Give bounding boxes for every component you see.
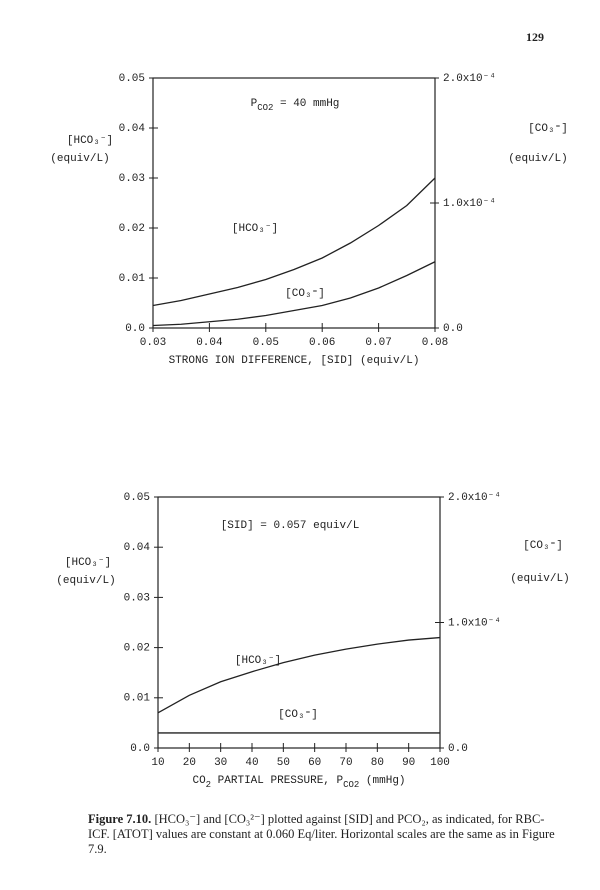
x-tick-label: 20 [183,757,196,769]
caption: Figure 7.10. [HCO₃⁻] and [CO₃²⁻] plotted… [88,812,558,857]
x-tick-label: 0.07 [365,337,391,349]
x-tick-label: 70 [339,757,352,769]
y-tick-label: 0.03 [119,173,145,185]
figure: 129 0.00.010.020.030.040.050.01.0x10⁻⁴2.… [50,30,569,791]
annotation: PCO2 = 40 mmHg [251,98,340,113]
y2-axis-label: [CO₃⁼] [523,540,563,552]
annotation-part: = 40 mmHg [273,98,339,110]
y2-tick-label: 2.0x10⁻⁴ [448,492,501,504]
x-axis-label-part: STRONG ION DIFFERENCE, [SID] (equiv/L) [169,355,420,367]
y-axis-label: [HCO₃⁻] [65,557,111,569]
x-axis-label-part: CO [192,775,206,787]
x-axis-label: STRONG ION DIFFERENCE, [SID] (equiv/L) [169,355,420,367]
y-tick-label: 0.04 [119,123,146,135]
y-axis-label: (equiv/L) [56,575,115,587]
annotation-part: CO2 [257,103,273,113]
page-number: 129 [526,30,544,44]
y-tick-label: 0.03 [124,592,150,604]
y-tick-label: 0.05 [119,73,145,85]
x-tick-label: 30 [214,757,227,769]
y2-axis-label: (equiv/L) [510,573,569,585]
y-axis-label: [HCO₃⁻] [67,135,113,147]
x-tick-label: 10 [151,757,164,769]
x-tick-label: 90 [402,757,415,769]
curve-label: [CO₃⁼] [285,288,325,300]
y-tick-label: 0.01 [124,693,151,705]
x-tick-label: 100 [430,757,450,769]
x-tick-label: 0.06 [309,337,335,349]
annotation: [SID] = 0.057 equiv/L [221,520,360,532]
caption-label: Figure 7.10. [88,812,152,826]
x-tick-label: 0.05 [253,337,279,349]
caption-text: [HCO₃⁻] and [CO₃²⁻] plotted against [SID… [88,812,555,856]
y2-axis-label: [CO₃⁼] [528,123,568,135]
annotation-part: [SID] = 0.057 equiv/L [221,520,360,532]
x-tick-label: 40 [245,757,258,769]
x-tick-label: 0.03 [140,337,166,349]
x-axis-label-part: CO2 [343,780,359,790]
y-tick-label: 0.01 [119,273,146,285]
y2-tick-label: 0.0 [448,743,468,755]
x-tick-label: 50 [277,757,290,769]
y-tick-label: 0.02 [124,643,150,655]
curve [157,636,441,714]
curve-label: [HCO₃⁻] [235,655,281,667]
y2-axis-label: (equiv/L) [508,153,567,165]
y-tick-label: 0.05 [124,492,150,504]
y2-tick-label: 1.0x10⁻⁴ [443,198,496,210]
x-axis-label-part: (mmHg) [359,775,405,787]
y-tick-label: 0.0 [130,743,150,755]
x-tick-label: 0.04 [196,337,223,349]
y2-tick-label: 2.0x10⁻⁴ [443,73,496,85]
x-tick-label: 60 [308,757,321,769]
y-tick-label: 0.0 [125,323,145,335]
x-axis-label: CO2 PARTIAL PRESSURE, PCO2 (mmHg) [192,775,405,790]
curve [152,177,436,307]
curve-label: [HCO₃⁻] [232,223,278,235]
x-axis-label-part: PARTIAL PRESSURE, P [211,775,343,787]
y-tick-label: 0.04 [124,542,151,554]
curve-label: [CO₃⁼] [278,709,318,721]
y-axis-label: (equiv/L) [50,153,109,165]
annotation-part: P [251,98,258,110]
curve [152,261,436,327]
y2-tick-label: 1.0x10⁻⁴ [448,617,501,629]
x-tick-label: 80 [371,757,384,769]
x-tick-label: 0.08 [422,337,448,349]
y-tick-label: 0.02 [119,223,145,235]
x-axis-label-part: 2 [206,780,211,790]
y2-tick-label: 0.0 [443,323,463,335]
